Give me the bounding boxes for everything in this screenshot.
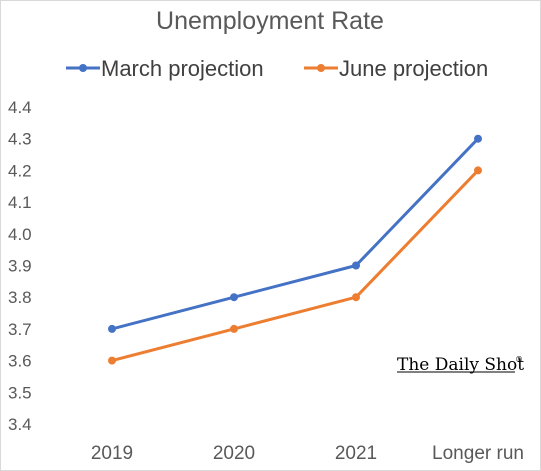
chart-title: Unemployment Rate bbox=[156, 7, 384, 35]
series-june bbox=[108, 166, 482, 365]
legend: March projection June projection bbox=[66, 56, 488, 81]
watermark: The Daily Shot ® bbox=[397, 355, 524, 375]
y-tick-label: 3.4 bbox=[8, 415, 32, 434]
y-tick-label: 4.4 bbox=[8, 98, 32, 117]
series-line bbox=[111, 169, 480, 363]
y-tick-label: 4.1 bbox=[8, 193, 32, 212]
legend-entry-march: March projection bbox=[66, 56, 264, 81]
y-tick-label: 4.3 bbox=[8, 130, 32, 149]
x-tick-label: 2021 bbox=[335, 443, 377, 464]
y-tick-label: 4.0 bbox=[8, 225, 32, 244]
data-point bbox=[352, 293, 360, 302]
data-point bbox=[230, 293, 238, 302]
y-tick-label: 3.6 bbox=[8, 352, 32, 371]
data-point bbox=[474, 134, 482, 143]
series-line bbox=[111, 137, 480, 331]
y-tick-label: 3.9 bbox=[8, 257, 32, 276]
x-tick-label: 2019 bbox=[91, 443, 133, 464]
x-tick-label: Longer run bbox=[432, 443, 524, 464]
legend-label-june: June projection bbox=[339, 56, 488, 81]
series-march bbox=[108, 134, 482, 333]
legend-marker-june bbox=[317, 64, 325, 72]
watermark-registered-mark: ® bbox=[515, 355, 523, 364]
y-tick-label: 3.7 bbox=[8, 320, 32, 339]
data-point bbox=[108, 324, 116, 333]
x-axis: 2019 2020 2021 Longer run bbox=[91, 443, 524, 464]
y-tick-label: 4.2 bbox=[8, 161, 32, 180]
y-axis: 3.4 3.5 3.6 3.7 3.8 3.9 4.0 4.1 4.2 4.3 4.4 bbox=[8, 98, 32, 434]
y-tick-label: 3.8 bbox=[8, 288, 32, 307]
legend-label-march: March projection bbox=[101, 56, 264, 81]
data-point bbox=[474, 166, 482, 175]
series-layer bbox=[108, 134, 482, 365]
data-point bbox=[108, 356, 116, 365]
data-point bbox=[230, 324, 238, 333]
x-tick-label: 2020 bbox=[213, 443, 255, 464]
legend-entry-june: June projection bbox=[304, 56, 488, 81]
legend-marker-march bbox=[79, 64, 87, 72]
data-point bbox=[352, 261, 360, 270]
y-tick-label: 3.5 bbox=[8, 383, 32, 402]
watermark-text: The Daily Shot bbox=[397, 355, 524, 375]
